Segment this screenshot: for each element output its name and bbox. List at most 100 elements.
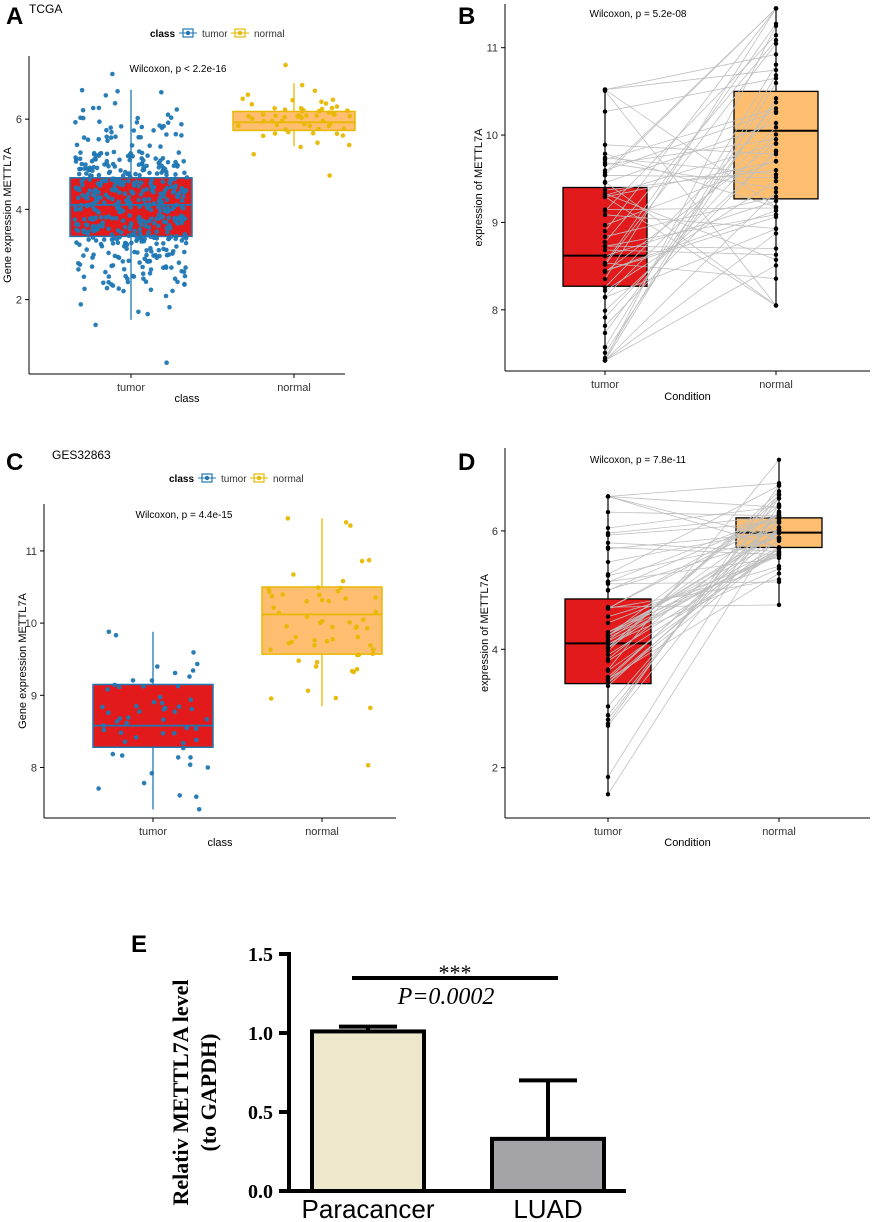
pair-line: [607, 548, 780, 656]
data-point-tumor: [605, 579, 611, 585]
data-point-normal: [326, 598, 332, 604]
data-point-tumor: [139, 156, 144, 161]
legend-key-box: [253, 473, 265, 483]
data-point-tumor: [147, 271, 153, 276]
data-point-normal: [304, 113, 309, 118]
data-point-tumor: [106, 710, 111, 716]
data-point-normal: [276, 610, 282, 616]
data-point-tumor: [157, 694, 163, 700]
data-point-normal: [330, 97, 336, 103]
y-tick-label: 2: [492, 763, 498, 775]
pair-line: [604, 126, 777, 298]
data-point-tumor: [114, 719, 120, 724]
y-axis-title-line2: (to GAPDH): [196, 1034, 221, 1152]
data-point-tumor: [605, 683, 611, 689]
data-point-tumor: [81, 253, 86, 258]
data-point-tumor: [171, 163, 177, 168]
data-point-tumor: [96, 195, 102, 200]
data-point-normal: [366, 557, 372, 563]
data-point-tumor: [605, 792, 611, 797]
data-point-normal: [315, 585, 321, 590]
pair-line: [604, 262, 777, 280]
data-point-normal: [282, 114, 288, 120]
wilcoxon-label: Wilcoxon, p = 7.8e-11: [590, 455, 687, 466]
data-point-normal: [354, 624, 360, 630]
data-point-tumor: [605, 679, 611, 685]
data-point-tumor: [602, 315, 608, 320]
data-point-normal: [286, 129, 291, 135]
data-point-normal: [334, 131, 340, 136]
data-point-tumor: [166, 236, 172, 241]
data-point-tumor: [112, 101, 118, 106]
data-point-tumor: [165, 120, 171, 125]
data-point-tumor: [177, 793, 182, 798]
data-point-tumor: [154, 236, 160, 241]
data-point-tumor: [147, 170, 152, 176]
data-point-tumor: [102, 178, 108, 184]
data-point-tumor: [602, 345, 608, 350]
data-point-tumor: [84, 247, 89, 252]
data-point-tumor: [159, 125, 165, 131]
pair-line: [604, 162, 777, 189]
data-point-tumor: [85, 231, 90, 236]
data-point-tumor: [141, 276, 146, 282]
panel-E: 0.0 0.5 1.0 1.5 Paracancer LUAD Relativ METTL7…: [131, 931, 626, 1222]
data-point-normal: [773, 132, 779, 137]
data-point-tumor: [602, 285, 608, 290]
data-point-tumor: [148, 287, 154, 293]
data-point-tumor: [120, 208, 126, 214]
data-point-tumor: [87, 177, 92, 182]
data-point-normal: [327, 173, 332, 178]
data-point-normal: [368, 705, 373, 711]
data-point-tumor: [142, 256, 147, 262]
data-point-tumor: [156, 223, 161, 229]
pair-line: [607, 530, 780, 687]
data-point-tumor: [605, 532, 611, 538]
data-point-tumor: [151, 253, 156, 258]
data-point-tumor: [110, 241, 116, 246]
data-point-normal: [348, 523, 353, 528]
data-point-tumor: [109, 232, 115, 237]
data-point-normal: [773, 33, 779, 38]
data-point-tumor: [183, 265, 188, 270]
data-point-tumor: [181, 745, 186, 751]
data-point-tumor: [112, 682, 117, 688]
data-point-tumor: [163, 219, 169, 225]
data-point-tumor: [90, 235, 96, 240]
data-point-normal: [776, 602, 782, 608]
data-point-tumor: [109, 187, 115, 193]
data-point-tumor: [156, 247, 162, 253]
data-point-tumor: [160, 731, 166, 736]
data-point-tumor: [165, 159, 171, 165]
data-point-tumor: [110, 197, 115, 202]
data-point-tumor: [188, 697, 194, 702]
data-point-normal: [341, 126, 347, 131]
data-point-normal: [773, 252, 779, 257]
x-axis-title: class: [207, 837, 233, 849]
data-point-tumor: [86, 237, 91, 242]
data-point-tumor: [128, 154, 133, 159]
data-point-tumor: [136, 197, 141, 203]
data-point-tumor: [130, 273, 136, 279]
data-point-normal: [773, 189, 779, 195]
data-point-tumor: [173, 219, 179, 224]
data-point-tumor: [104, 285, 110, 291]
data-point-normal: [773, 38, 779, 43]
data-point-normal: [343, 520, 349, 525]
panel-D: 2 4 6 tumor normal Condition expression of MET…: [458, 448, 870, 849]
data-point-tumor: [605, 668, 611, 673]
data-point-tumor: [106, 250, 111, 256]
data-point-tumor: [89, 173, 94, 179]
pair-line: [607, 511, 780, 707]
data-point-normal: [330, 111, 336, 117]
data-point-normal: [316, 108, 322, 114]
data-point-tumor: [168, 115, 174, 120]
data-point-tumor: [129, 143, 135, 148]
data-point-normal: [261, 119, 267, 124]
data-point-tumor: [191, 650, 196, 655]
data-point-tumor: [182, 216, 188, 222]
data-point-tumor: [117, 716, 123, 721]
data-point-normal: [272, 131, 278, 136]
data-point-tumor: [204, 717, 210, 722]
data-point-tumor: [106, 164, 111, 169]
